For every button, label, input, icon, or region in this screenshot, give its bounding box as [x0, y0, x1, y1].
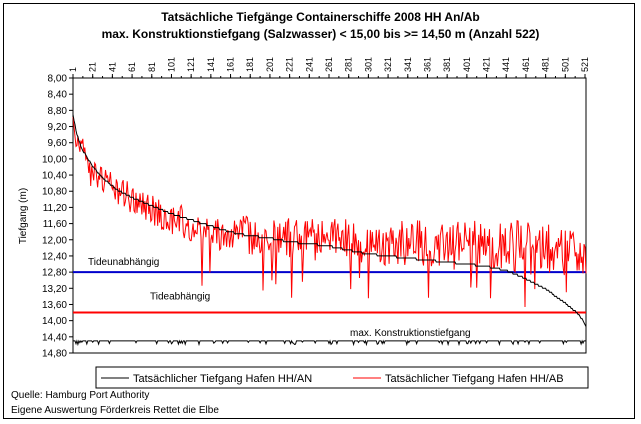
x-tick-label: 441 [501, 57, 511, 72]
y-tick-label: 14,80 [42, 349, 67, 360]
x-tick-label: 41 [107, 62, 117, 72]
y-tick-label: 13,20 [42, 284, 67, 295]
x-tick-label: 401 [462, 57, 472, 72]
series-line-hh-ab [72, 116, 587, 308]
series-line-hh-an [72, 114, 587, 327]
y-axis-label: Tiefgang (m) [18, 188, 29, 244]
y-tick-label: 9,20 [48, 122, 68, 133]
y-tick-label: 10,80 [42, 187, 67, 198]
x-tick-label: 121 [186, 57, 196, 72]
x-tick-label: 161 [226, 57, 236, 72]
source-note: Quelle: Hamburg Port Authority [11, 390, 150, 401]
chart-subtitle: max. Konstruktionstiefgang (Salzwasser) … [101, 27, 540, 41]
x-tick-label: 81 [147, 62, 157, 72]
chart-title: Tatsächliche Tiefgänge Containerschiffe … [161, 10, 480, 24]
x-tick-label: 341 [403, 57, 413, 72]
y-tick-label: 12,80 [42, 268, 67, 279]
x-tick-label: 21 [88, 62, 98, 72]
legend-item-hh-an-label: Tatsächlicher Tiefgang Hafen HH/AN [133, 373, 312, 385]
legend-box [95, 366, 589, 389]
y-tick-label: 11,20 [43, 203, 68, 214]
x-tick-label: 321 [383, 57, 393, 72]
reference-line-max-konstruktionstiefgang [73, 339, 586, 347]
x-tick-label: 181 [245, 57, 255, 72]
y-tick-label: 10,40 [42, 171, 67, 182]
x-tick-label: 281 [344, 57, 354, 72]
reference-line-tideabhaengig-label: Tideabhängig [150, 292, 210, 303]
analysis-note: Eigene Auswertung Förderkreis Rettet die… [11, 405, 219, 416]
x-tick-label: 1 [68, 67, 78, 72]
x-tick-label: 241 [304, 57, 314, 72]
legend: Tatsächlicher Tiefgang Hafen HH/AN Tatsäc… [95, 366, 589, 389]
x-tick-label: 481 [541, 57, 551, 72]
x-tick-label: 521 [580, 57, 590, 72]
y-tick-label: 13,60 [42, 300, 67, 311]
y-tick-label: 9,60 [48, 138, 68, 149]
reference-line-max-konstruktionstiefgang-label: max. Konstruktionstiefgang [350, 328, 471, 339]
y-tick-label: 12,40 [42, 251, 67, 262]
y-tick-label: 14,40 [42, 332, 67, 343]
y-tick-label: 10,00 [42, 154, 67, 165]
x-tick-label: 301 [363, 57, 373, 72]
x-tick-label: 101 [166, 57, 176, 72]
y-tick-label: 8,40 [48, 90, 68, 101]
legend-item-hh-ab-label: Tatsächlicher Tiefgang Hafen HH/AB [385, 373, 564, 385]
x-tick-label: 261 [324, 57, 334, 72]
y-tick-label: 12,00 [42, 235, 67, 246]
x-tick-label: 221 [285, 57, 295, 72]
x-tick-label: 141 [206, 57, 216, 72]
reference-line-tideunabhaengig-label: Tideunabhängig [88, 257, 159, 268]
x-tick-label: 361 [422, 57, 432, 72]
x-tick-label: 201 [265, 57, 275, 72]
y-tick-label: 11,60 [43, 219, 68, 230]
x-tick-label: 61 [127, 62, 137, 72]
x-tick-label: 421 [482, 57, 492, 72]
y-tick-label: 14,00 [42, 316, 67, 327]
plot-area-border [72, 77, 587, 354]
y-tick-label: 8,00 [48, 74, 68, 85]
y-tick-label: 8,80 [48, 106, 68, 117]
x-tick-label: 461 [521, 57, 531, 72]
x-tick-label: 501 [560, 57, 570, 72]
x-tick-label: 381 [442, 57, 452, 72]
